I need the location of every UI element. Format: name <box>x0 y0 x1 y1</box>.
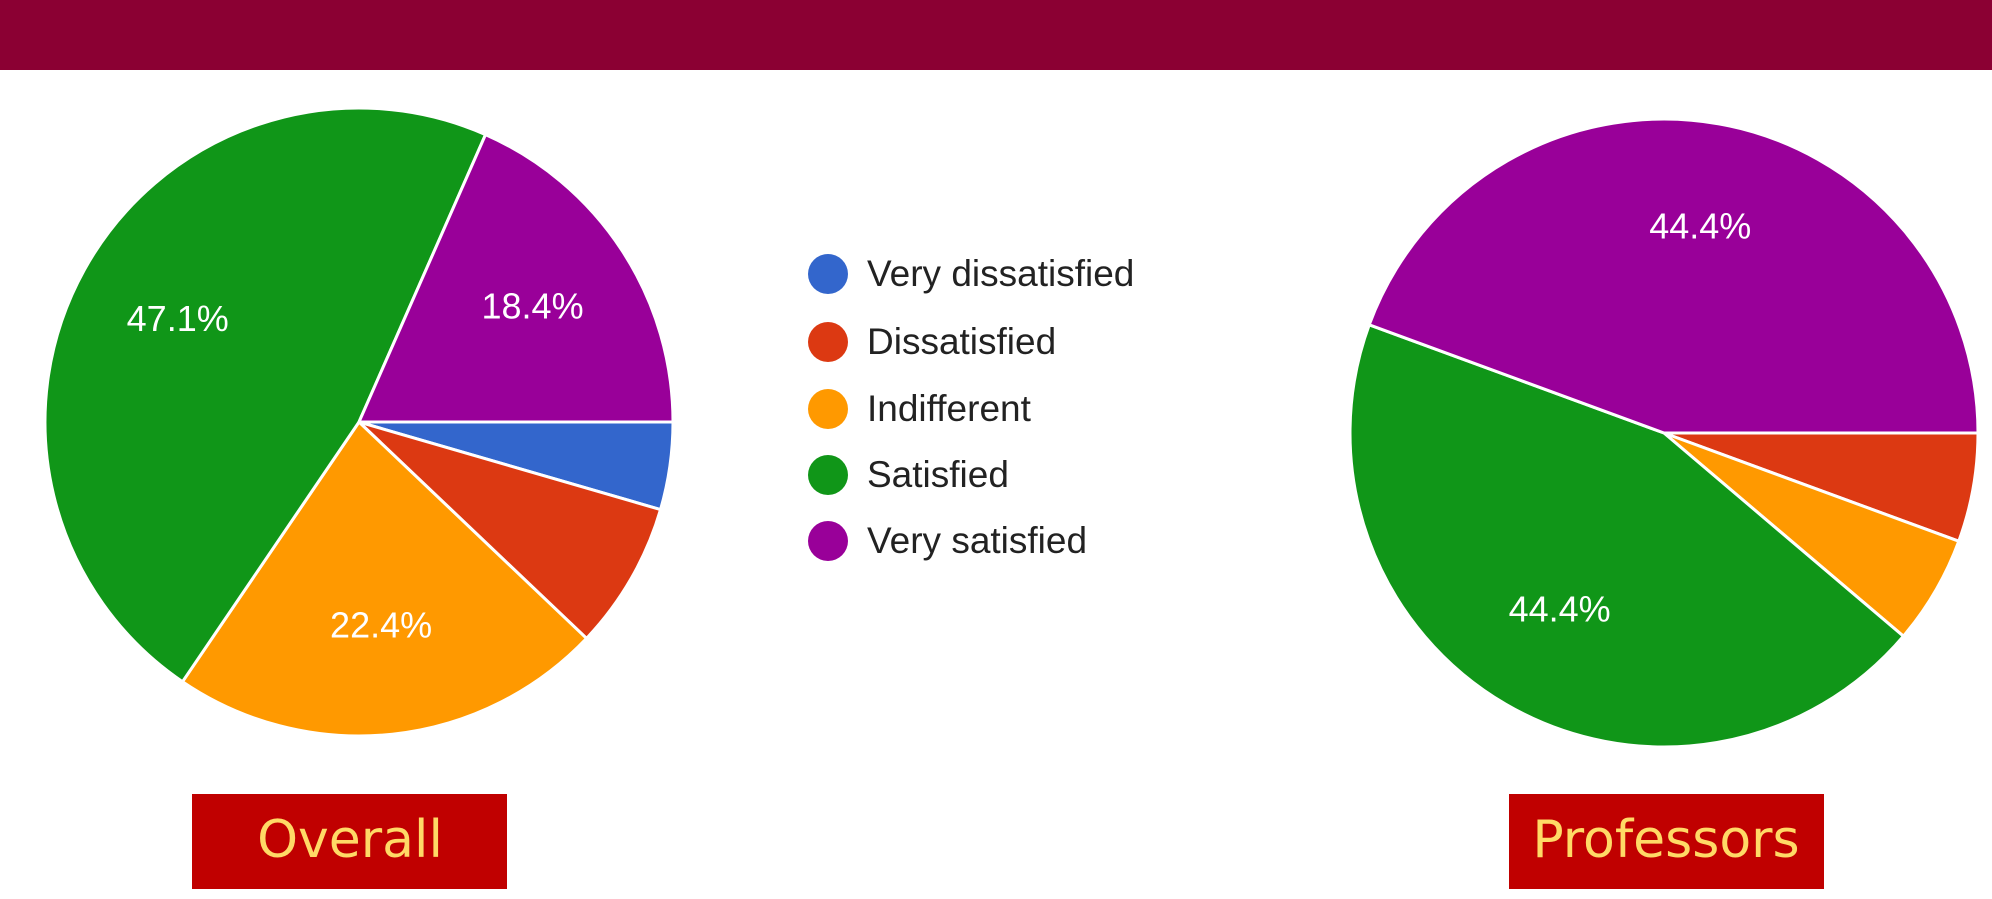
legend-swatch <box>808 389 848 429</box>
legend-label: Dissatisfied <box>867 321 1056 362</box>
legend-label: Very satisfied <box>867 520 1087 561</box>
pie-slice <box>43 106 488 684</box>
pie-slice <box>356 132 675 424</box>
legend-swatch <box>808 254 848 294</box>
slice-label: 47.1% <box>127 298 229 339</box>
legend-label: Very dissatisfied <box>867 253 1134 294</box>
slice-label: 22.4% <box>330 605 432 646</box>
slice-label: 44.4% <box>1509 589 1611 630</box>
slice-label: 18.4% <box>482 285 584 326</box>
chart-title: Professors <box>1532 810 1799 870</box>
legend-label: Satisfied <box>867 454 1009 495</box>
legend-swatch <box>808 521 848 561</box>
slice-label: 44.4% <box>1649 205 1751 246</box>
pie-slice <box>1348 322 1906 749</box>
chart-title: Overall <box>257 810 443 870</box>
header-bar <box>0 0 1992 70</box>
title-box <box>1509 794 1824 889</box>
pie-slice <box>357 420 663 641</box>
pie-slice <box>180 419 589 738</box>
legend-swatch <box>808 322 848 362</box>
legend-label: Indifferent <box>867 388 1032 429</box>
legend-swatch <box>808 455 848 495</box>
title-box <box>192 794 507 889</box>
pie-slice <box>1367 117 1980 435</box>
